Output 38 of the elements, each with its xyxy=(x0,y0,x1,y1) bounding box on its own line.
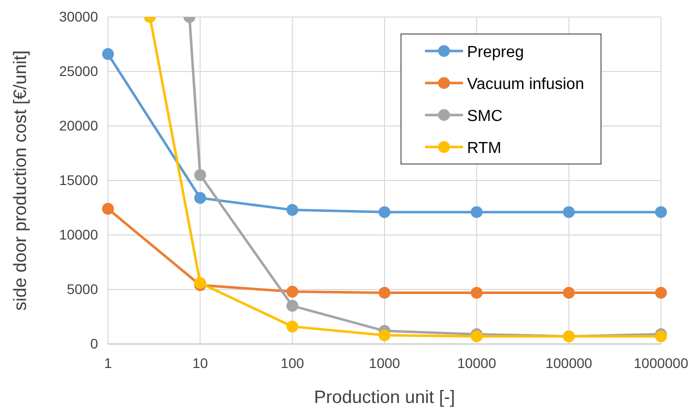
x-tick-label: 1000000 xyxy=(634,354,688,371)
point xyxy=(102,202,114,215)
point xyxy=(470,206,483,218)
y-tick-label: 25000 xyxy=(59,62,98,79)
x-tick-label: 100 xyxy=(280,354,304,371)
point xyxy=(286,204,298,216)
point xyxy=(378,286,390,299)
point xyxy=(562,206,575,218)
point xyxy=(102,48,114,60)
point xyxy=(655,206,667,218)
y-tick-label: 15000 xyxy=(59,172,98,188)
point xyxy=(378,329,390,342)
x-tick-label: 100000 xyxy=(545,354,592,371)
point xyxy=(655,286,667,299)
legend-label: Prepreg xyxy=(467,44,524,61)
point xyxy=(286,286,298,298)
y-tick-label: 10000 xyxy=(59,226,98,242)
point xyxy=(194,277,206,289)
point xyxy=(286,320,298,332)
y-tick-label: 30000 xyxy=(59,8,98,24)
point xyxy=(378,206,390,218)
y-axis-title: side door production cost [€/unit] xyxy=(10,50,30,311)
y-tick-label: 20000 xyxy=(59,117,98,134)
legend-label: RTM xyxy=(467,140,502,157)
y-tick-label: 5000 xyxy=(66,280,98,297)
x-tick-label: 1 xyxy=(104,354,112,371)
point xyxy=(562,286,575,299)
point xyxy=(470,286,483,299)
x-axis-title: Production unit [-] xyxy=(314,387,456,407)
legend-label: SMC xyxy=(467,108,503,125)
x-tick-label: 10000 xyxy=(457,354,496,371)
point xyxy=(286,300,298,312)
legend-label: Vacuum infusion xyxy=(467,76,584,93)
point xyxy=(194,192,206,204)
x-tick-label: 1000 xyxy=(368,354,400,371)
point xyxy=(194,169,206,181)
y-tick-label: 0 xyxy=(90,335,98,352)
x-tick-label: 10 xyxy=(192,354,208,371)
